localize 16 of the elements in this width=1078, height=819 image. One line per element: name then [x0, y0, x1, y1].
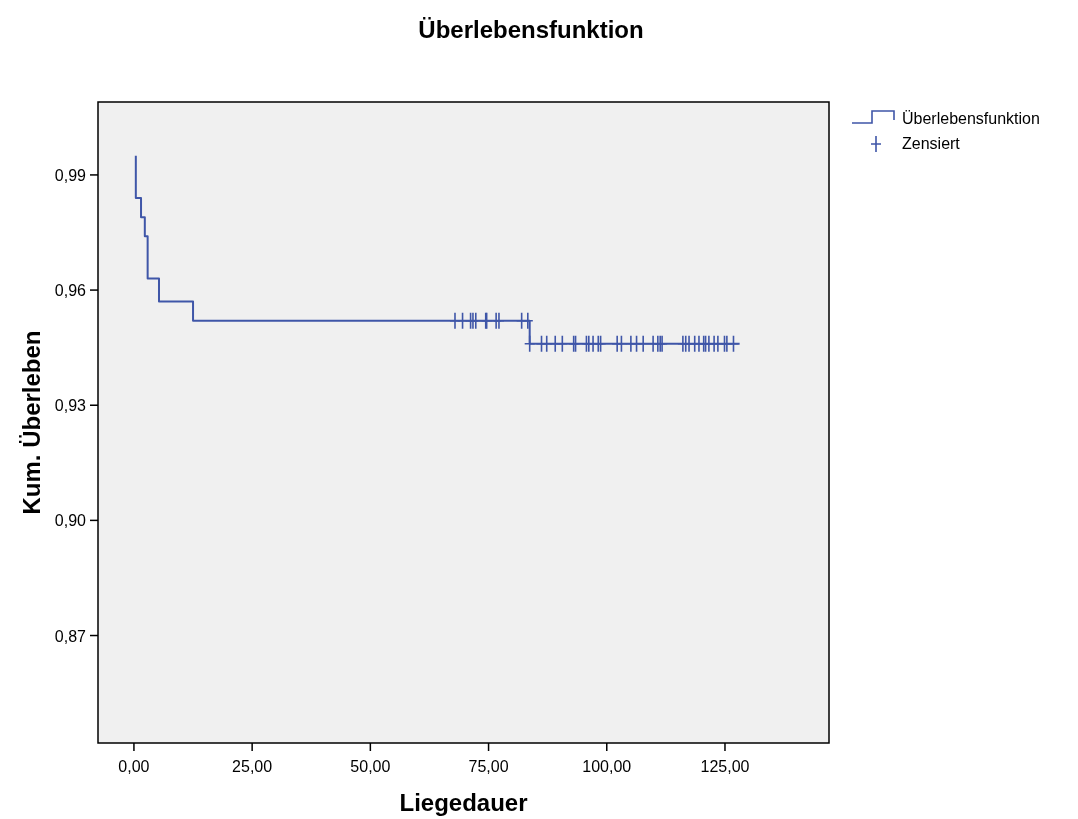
x-tick-label: 75,00	[468, 758, 509, 775]
y-tick-label: 0,87	[54, 627, 87, 645]
y-tick-label: 0,96	[54, 282, 87, 300]
x-tick-label: 0,00	[118, 758, 150, 775]
x-tick-label: 125,00	[700, 758, 750, 775]
x-tick-label: 50,00	[350, 758, 391, 775]
legend-label: Zensiert	[902, 135, 961, 152]
y-tick-label: 0,90	[54, 512, 87, 530]
y-axis-title: Kum. Überleben	[18, 330, 45, 515]
x-axis-title: Liegedauer	[399, 789, 528, 816]
y-tick-label: 0,99	[54, 166, 87, 184]
y-tick-label: 0,93	[54, 397, 87, 415]
x-tick-label: 100,00	[582, 758, 632, 775]
legend-label: Überlebensfunktion	[902, 110, 1040, 127]
chart-title: Überlebensfunktion	[418, 16, 644, 43]
x-tick-label: 25,00	[232, 758, 273, 775]
